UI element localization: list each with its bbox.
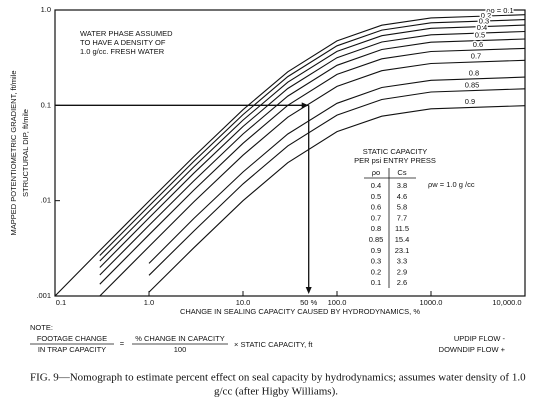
- table-cell: 0.8: [371, 224, 381, 233]
- curve: [99, 30, 526, 268]
- y-tick-label: 0.1: [41, 100, 51, 109]
- table-cell: 0.4: [371, 181, 381, 190]
- x-tick-label: 100.0: [328, 298, 347, 307]
- flow-note: UPDIP FLOW -: [454, 334, 506, 343]
- formula-text: % CHANGE IN CAPACITY: [135, 334, 224, 343]
- legend-label: 0.4: [477, 23, 487, 32]
- table-cell: 2.9: [397, 267, 407, 276]
- table-cell: 0.7: [371, 213, 381, 222]
- legend-label: 0.7: [471, 52, 481, 61]
- x-tick-label: 0.1: [56, 298, 66, 307]
- x-tick-label: 1.0: [144, 298, 154, 307]
- legend-label: ρo = 0.1: [486, 6, 513, 15]
- curve: [99, 38, 526, 276]
- note-label: NOTE:: [30, 323, 53, 332]
- curve: [54, 14, 526, 297]
- legend-label: 0.2: [481, 11, 491, 20]
- example-label: 50 %: [300, 298, 317, 307]
- formula-text: =: [120, 339, 125, 348]
- annotation: TO HAVE A DENSITY OF: [80, 38, 166, 47]
- x-axis-label: CHANGE IN SEALING CAPACITY CAUSED BY HYD…: [180, 307, 420, 316]
- formula-text: IN TRAP CAPACITY: [38, 345, 106, 354]
- curve: [148, 76, 526, 264]
- table-cell: 15.4: [395, 235, 410, 244]
- table-header: Cs: [397, 168, 406, 177]
- x-tick-label: 1000.0: [420, 298, 443, 307]
- table-title: PER psi ENTRY PRESS: [354, 156, 436, 165]
- annotation: 1.0 g/cc. FRESH WATER: [80, 47, 165, 56]
- legend-label: 0.8: [469, 69, 479, 78]
- table-note: ρw = 1.0 g /cc: [428, 180, 475, 189]
- formula-text: 100: [174, 345, 187, 354]
- legend-label: 0.6: [473, 40, 483, 49]
- table-cell: 3.8: [397, 181, 407, 190]
- table-cell: 23.1: [395, 246, 410, 255]
- table-cell: 7.7: [397, 213, 407, 222]
- table-cell: 5.8: [397, 203, 407, 212]
- curve: [99, 59, 526, 297]
- curve: [99, 19, 526, 256]
- arrow-head: [305, 287, 312, 294]
- formula-text: FOOTAGE CHANGE: [37, 334, 107, 343]
- legend-label: 0.5: [475, 31, 485, 40]
- caption: FIG. 9—Nomograph to estimate percent eff…: [30, 372, 526, 384]
- legend-label: 0.85: [465, 80, 480, 89]
- table-cell: 0.2: [371, 267, 381, 276]
- caption: g/cc (after Higby Williams).: [214, 386, 338, 398]
- table-cell: 2.6: [397, 278, 407, 287]
- x-tick-label: 10.0: [236, 298, 251, 307]
- curve: [148, 105, 526, 293]
- legend-label: 0.9: [465, 97, 475, 106]
- annotation: WATER PHASE ASSUMED: [80, 29, 173, 38]
- table-cell: 3.3: [397, 257, 407, 266]
- y-axis-label: MAPPED POTENTIOMETRIC GRADIENT, ft/mile: [9, 70, 18, 235]
- arrow-head: [301, 102, 309, 109]
- table-cell: 4.6: [397, 192, 407, 201]
- table-cell: 11.5: [395, 224, 409, 233]
- x-tick-label: 10,000.0: [492, 298, 521, 307]
- table-title: STATIC CAPACITY: [363, 147, 428, 156]
- flow-note: DOWNDIP FLOW +: [439, 345, 506, 354]
- plot-frame: [54, 9, 526, 297]
- formula-text: × STATIC CAPACITY, ft: [234, 340, 313, 349]
- y-axis-label: STRUCTURAL DIP, ft/mile: [21, 109, 30, 197]
- table-header: ρo: [372, 168, 380, 177]
- curve: [99, 24, 526, 262]
- table-cell: 0.6: [371, 203, 381, 212]
- legend-label: 0.3: [479, 17, 489, 26]
- table-cell: 0.1: [371, 278, 381, 287]
- table-cell: 0.5: [371, 192, 381, 201]
- y-tick-label: .001: [36, 291, 51, 300]
- y-tick-label: .01: [41, 196, 51, 205]
- table-cell: 0.3: [371, 257, 381, 266]
- table-cell: 0.85: [369, 235, 384, 244]
- curve: [148, 88, 526, 276]
- table-cell: 0.9: [371, 246, 381, 255]
- y-tick-label: 1.0: [41, 5, 51, 14]
